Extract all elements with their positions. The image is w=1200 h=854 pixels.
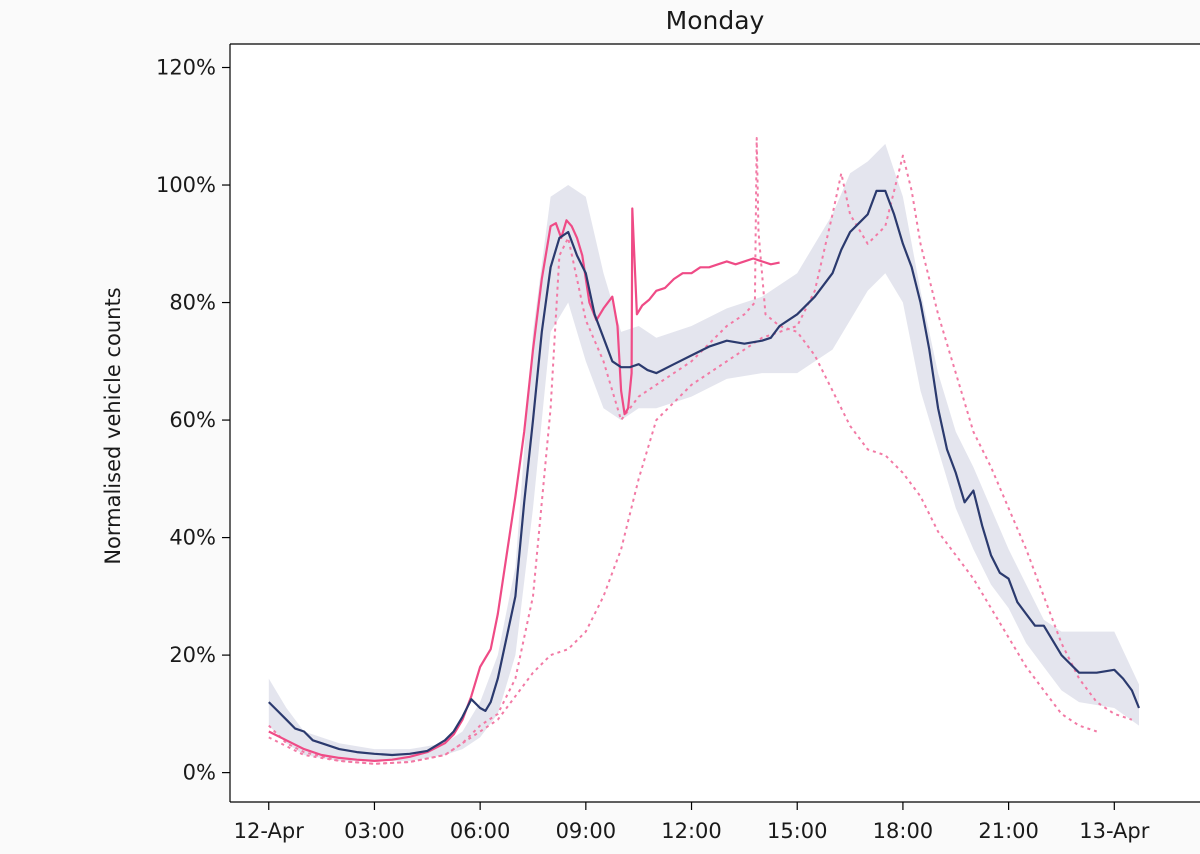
x-tick-label: 06:00: [450, 819, 511, 843]
y-tick-label: 20%: [169, 643, 216, 667]
y-tick-label: 80%: [169, 291, 216, 315]
y-axis: 0% 20% 40% 60% 80% 100% 120%: [156, 56, 230, 785]
series-line-pink-dotted-b: [268, 154, 1133, 765]
x-tick-label: 12:00: [661, 819, 722, 843]
series-line-main: [268, 189, 1141, 757]
y-tick-label: 60%: [169, 408, 216, 432]
y-tick-label: 0%: [183, 761, 216, 785]
x-tick-label: 12-Apr: [234, 819, 305, 843]
x-tick-label: 13-Apr: [1079, 819, 1150, 843]
axes-frame: [229, 43, 1200, 803]
y-axis-label: Normalised vehicle counts: [101, 287, 125, 564]
y-tick-label: 40%: [169, 526, 216, 550]
x-tick-label: 18:00: [873, 819, 934, 843]
chart-title: Monday: [666, 6, 765, 35]
confidence-band: [268, 143, 1139, 761]
x-tick-label: 03:00: [344, 819, 405, 843]
series-line-pink-dotted-a: [268, 137, 1098, 765]
y-tick-label: 120%: [156, 56, 216, 80]
series-line-pink: [268, 207, 780, 763]
y-tick-label: 100%: [156, 173, 216, 197]
plot-area: [230, 44, 1200, 802]
plot-layer: [268, 137, 1141, 765]
x-tick-label: 15:00: [767, 819, 828, 843]
x-axis: 12-Apr 03:00 06:00 09:00 12:00 15:00 18:00 21:0…: [234, 802, 1150, 843]
x-tick-label: 09:00: [556, 819, 617, 843]
x-tick-label: 21:00: [978, 819, 1039, 843]
